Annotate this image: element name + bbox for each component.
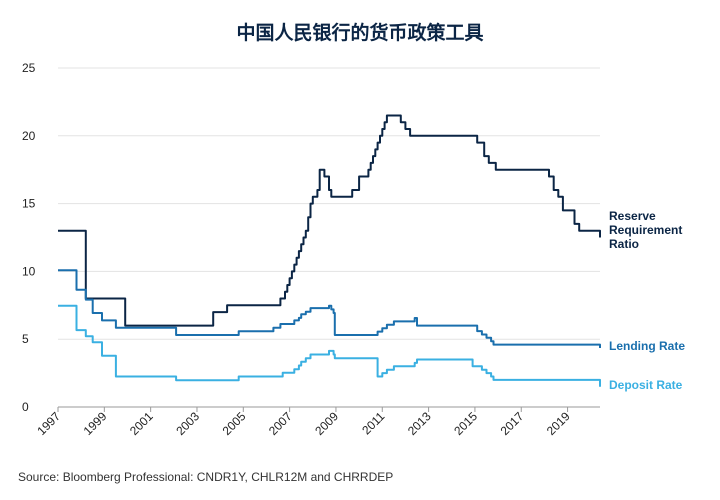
series-label-line: Deposit Rate: [609, 378, 683, 392]
y-tick-label: 25: [22, 61, 36, 75]
series-label-line: Reserve: [609, 209, 656, 223]
series-label-lending-rate: Lending Rate: [609, 339, 685, 353]
x-tick-label: 2005: [220, 409, 249, 438]
series-layer: [58, 114, 601, 387]
x-tick-label: 2017: [498, 409, 527, 438]
series-label-deposit-rate: Deposit Rate: [609, 378, 683, 392]
y-tick-label: 20: [22, 129, 36, 143]
series-labels: Reserve Requirement Ratio Lending Rate Depos…: [609, 209, 685, 392]
x-tick-label: 2003: [173, 409, 202, 438]
y-axis: 0 5 10 15 20 25: [22, 61, 36, 414]
series-line-deposit-rate: [58, 304, 601, 387]
x-tick-label: 2007: [266, 409, 295, 438]
chart-title: 中国人民银行的货币政策工具: [236, 22, 484, 44]
y-tick-label: 5: [22, 332, 29, 346]
y-tick-label: 10: [22, 264, 36, 278]
grid-layer: [58, 67, 600, 408]
y-tick-label: 15: [22, 197, 36, 211]
x-tick-label: 2015: [451, 409, 480, 438]
series-label-line: Lending Rate: [609, 339, 685, 353]
x-tick-label: 2001: [127, 409, 156, 438]
y-tick-label: 0: [22, 400, 29, 414]
x-axis: 1997 1999 2001 2003 2005 2007 2009 2011 2013 2015…: [34, 407, 573, 438]
x-tick-label: 1997: [34, 409, 63, 438]
series-label-line: Requirement: [609, 223, 682, 237]
x-tick-label: 2019: [544, 409, 573, 438]
series-line-lending-rate: [58, 269, 601, 348]
x-tick-label: 2009: [312, 409, 341, 438]
chart-source: Source: Bloomberg Professional: CNDR1Y, …: [18, 470, 394, 484]
series-line-reserve-requirement-ratio: [58, 114, 601, 327]
series-label-line: Ratio: [609, 237, 639, 251]
x-tick-label: 2011: [359, 409, 387, 437]
series-label-reserve-requirement-ratio: Reserve Requirement Ratio: [609, 209, 682, 251]
x-tick-label: 1999: [81, 409, 110, 438]
x-tick-label: 2013: [405, 409, 434, 438]
